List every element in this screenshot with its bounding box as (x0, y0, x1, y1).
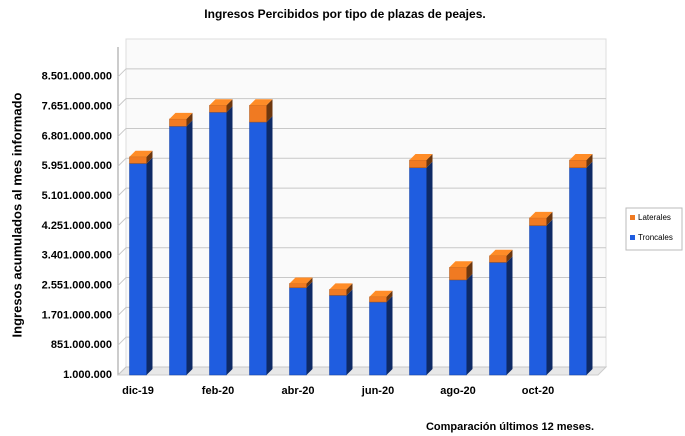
bar-side (586, 161, 593, 375)
bar-segment (369, 301, 387, 376)
bar-top (369, 290, 393, 297)
bar-segment (329, 295, 347, 376)
legend-swatch (630, 235, 635, 240)
bar-side (586, 153, 593, 168)
y-tick-label: 2.551.000.000 (42, 279, 112, 291)
bar-segment (329, 289, 347, 296)
y-tick-label: 1.000.000 (63, 369, 112, 381)
grid-line (117, 68, 606, 78)
y-tick-label: 7.651.000.000 (42, 101, 112, 113)
bar-side (306, 277, 313, 288)
bar-side (466, 261, 473, 280)
bar-side (226, 106, 233, 375)
legend-label: Laterales (638, 213, 671, 222)
bar-side (546, 211, 553, 226)
bar-side (226, 99, 233, 113)
bar-segment (129, 163, 147, 376)
bar-top (249, 99, 273, 106)
x-tick-label: ago-20 (440, 385, 475, 397)
grid-line (117, 247, 606, 257)
bar-side (146, 157, 153, 375)
bar-segment (369, 296, 387, 303)
bar-segment (169, 118, 187, 127)
y-tick-label: 4.251.000.000 (42, 220, 112, 232)
y-tick-label: 5.951.000.000 (42, 160, 112, 172)
grid-line (117, 157, 606, 167)
bar-side (266, 99, 273, 123)
bar-segment (449, 267, 467, 281)
x-tick-label: jun-20 (361, 385, 394, 397)
bar-segment (209, 111, 227, 376)
bar-segment (529, 225, 547, 376)
bar-segment (449, 279, 467, 376)
bar-top (169, 112, 193, 119)
bar-side (306, 281, 313, 375)
x-tick-label: feb-20 (202, 385, 234, 397)
grid-line (117, 277, 606, 286)
bar-side (386, 290, 393, 303)
bar-segment (489, 262, 507, 376)
bar-top (129, 150, 153, 157)
bar-segment (529, 217, 547, 226)
bar-side (186, 112, 193, 127)
y-tick-label: 8.501.000.000 (42, 71, 112, 83)
x-tick-label: dic-19 (122, 385, 154, 397)
bar-top (569, 153, 593, 160)
legend-swatch (630, 215, 635, 220)
bar-segment (169, 126, 187, 376)
bar-segment (569, 159, 587, 168)
bar-top (489, 249, 513, 256)
bar-side (266, 116, 273, 375)
grid-line (117, 336, 606, 346)
bar-segment (129, 156, 147, 164)
y-tick-label: 3.401.000.000 (42, 250, 112, 262)
bar-top (449, 261, 473, 268)
bar-side (506, 256, 513, 375)
bar-segment (209, 104, 227, 113)
bar-side (346, 283, 353, 296)
bar-side (386, 296, 393, 375)
bar-top (329, 283, 353, 290)
bar-side (426, 161, 433, 375)
bar-side (186, 120, 193, 375)
bar-segment (489, 255, 507, 263)
bar-side (506, 249, 513, 263)
grid-line (117, 366, 606, 376)
y-tick-label: 6.801.000.000 (42, 130, 112, 142)
grid-line (117, 306, 606, 316)
bar-segment (409, 167, 427, 376)
x-tick-label: abr-20 (281, 385, 314, 397)
bar-side (466, 273, 473, 375)
bar-segment (409, 159, 427, 168)
y-axis-label: Ingresos acumulados al mes informado (9, 92, 24, 337)
chart-title: Ingresos Percibidos por tipo de plazas d… (204, 7, 485, 21)
bar-top (529, 211, 553, 218)
bar-segment (249, 121, 267, 376)
bar-segment (289, 283, 307, 288)
grid-line (117, 127, 606, 137)
grid-line (117, 98, 606, 107)
bar-segment (249, 104, 267, 123)
y-tick-label: 5.101.000.000 (42, 190, 112, 202)
x-axis-label: Comparación últimos 12 meses. (426, 421, 594, 433)
bar-side (146, 150, 153, 164)
bar-top (409, 153, 433, 160)
bar-top (209, 99, 233, 106)
bar-side (546, 219, 553, 375)
legend-box (625, 207, 683, 251)
bar-segment (289, 287, 307, 376)
grid-line (117, 187, 606, 197)
x-tick-label: oct-20 (522, 385, 554, 397)
bar-side (346, 289, 353, 375)
bar-segment (569, 167, 587, 376)
grid-line (117, 217, 606, 227)
bar-side (426, 153, 433, 168)
legend-label: Troncales (638, 233, 673, 242)
y-tick-label: 851.000.000 (51, 339, 112, 351)
y-tick-label: 1.701.000.000 (42, 309, 112, 321)
bar-top (289, 277, 313, 284)
